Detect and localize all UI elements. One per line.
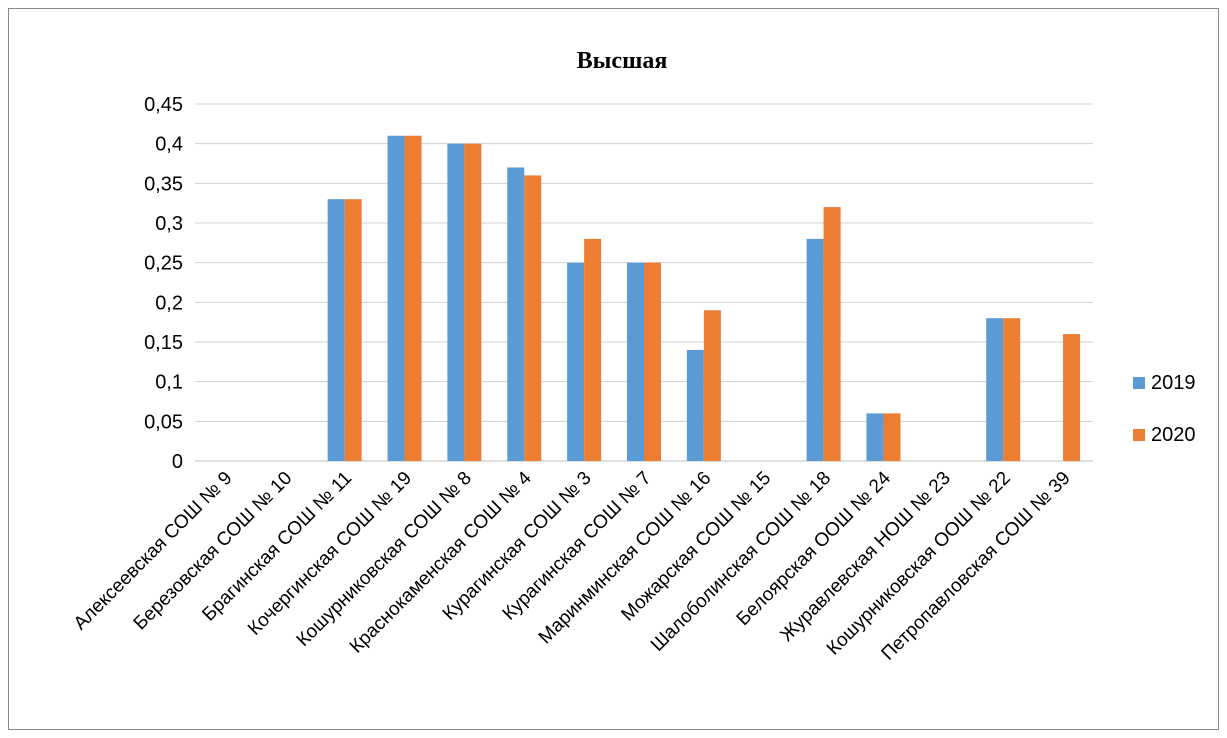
bar-2019 [507,167,525,461]
legend-label-2020: 2020 [1151,424,1196,446]
bar-2019 [806,238,824,461]
bar-2020 [1063,334,1081,461]
bar-2020 [823,207,841,461]
y-tick-label: 0,1 [155,372,183,394]
bar-2020 [464,143,482,461]
bar-2019 [986,318,1004,461]
bar-chart: Высшая 0 0,05 0,1 0,15 0,2 0,25 0,3 0,35 0,4 0,45… [70,48,1196,665]
bar-2020 [703,310,721,461]
bar-2020 [644,262,661,461]
bar-2020 [883,413,901,461]
bar-2019 [686,349,704,461]
bar-2019 [447,143,465,461]
y-tick-label: 0,15 [144,332,183,354]
y-axis-ticks: 0 0,05 0,1 0,15 0,2 0,25 0,3 0,35 0,4 0,45 [144,94,183,473]
bar-2020 [524,175,542,461]
bar-2020 [404,135,422,461]
legend-label-2019: 2019 [1151,372,1196,394]
chart-frame: Высшая 0 0,05 0,1 0,15 0,2 0,25 0,3 0,35 0,4 0,45… [8,8,1219,730]
bar-2019 [567,262,585,461]
y-tick-label: 0,3 [155,213,183,235]
legend-swatch-2019 [1133,377,1145,389]
bar-2019 [866,413,884,461]
y-tick-label: 0 [172,451,183,473]
bar-2020 [1003,318,1021,461]
bar-2019 [327,199,345,461]
bar-2019 [627,262,644,461]
y-tick-label: 0,05 [144,411,183,433]
bars [327,135,1081,461]
bar-2020 [584,238,602,461]
chart-title: Высшая [577,48,668,74]
bar-2019 [387,135,405,461]
legend: 2019 2020 [1133,372,1196,446]
y-tick-label: 0,2 [155,292,183,314]
y-tick-label: 0,25 [144,253,183,275]
legend-swatch-2020 [1133,429,1145,441]
y-tick-label: 0,35 [144,173,183,195]
bar-2020 [344,199,362,461]
y-tick-label: 0,45 [144,94,183,116]
y-tick-label: 0,4 [155,134,183,156]
